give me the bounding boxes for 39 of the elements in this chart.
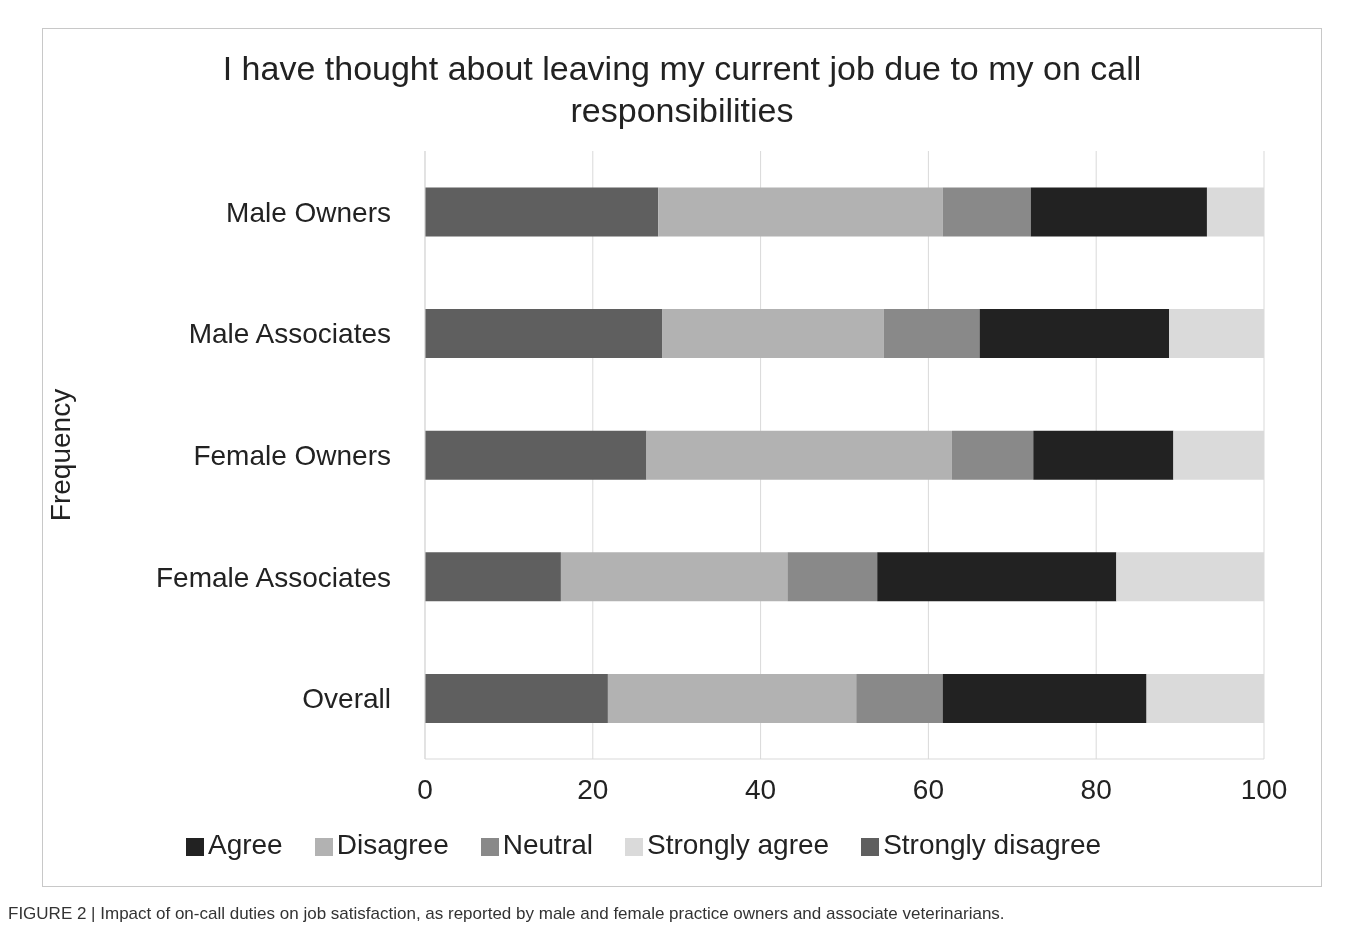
bar (951, 430, 1034, 480)
bar (787, 552, 878, 602)
y-tick-label: Male Owners (226, 196, 391, 228)
legend-label: Strongly agree (647, 829, 830, 860)
bar (425, 430, 647, 480)
chart-title: I have thought about leaving my current job due to my on call responsibilities (221, 48, 1143, 131)
bar (1033, 430, 1174, 480)
bar (425, 309, 663, 359)
bar (607, 673, 857, 723)
bar (856, 673, 943, 723)
bar (425, 552, 561, 602)
legend-label: Strongly disagree (883, 829, 1102, 860)
y-tick-label: Female Associates (156, 561, 391, 593)
x-tick-label: 60 (912, 773, 944, 805)
y-axis-title: Frequency (44, 388, 76, 522)
y-tick-label: Female Owners (193, 439, 391, 471)
bar (425, 673, 608, 723)
bar (877, 552, 1117, 602)
bar (942, 673, 1147, 723)
y-tick-label: Male Associates (188, 318, 391, 350)
bar (942, 187, 1031, 237)
caption: FIGURE 2 | Impact of on-call duties on job satisfaction, as reported by male and female practice owners and associate veterinarians. (8, 904, 1005, 924)
y-tick-label: Overall (302, 683, 391, 715)
bar (658, 187, 943, 237)
bar (646, 430, 952, 480)
legend-label: Disagree (336, 829, 449, 860)
x-tick-label: 80 (1080, 773, 1112, 805)
legend-label: Agree (207, 829, 283, 860)
bar (1030, 187, 1207, 237)
bar (979, 309, 1170, 359)
bar (662, 309, 884, 359)
x-tick-label: 100 (1240, 773, 1288, 805)
x-tick-label: 0 (417, 773, 433, 805)
bar (560, 552, 788, 602)
x-tick-label: 40 (745, 773, 777, 805)
bar (883, 309, 980, 359)
bar (425, 187, 659, 237)
x-tick-label: 20 (577, 773, 609, 805)
legend-label: Neutral (502, 829, 594, 860)
